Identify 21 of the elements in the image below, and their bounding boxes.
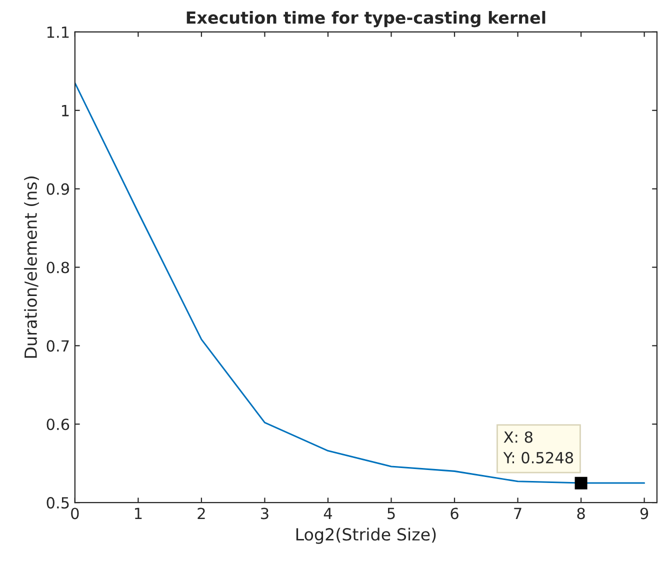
x-tick-label: 1	[135, 508, 142, 520]
y-tick-label: 0.8	[46, 262, 70, 274]
y-tick-label: 1	[62, 105, 69, 116]
x-tick-label: 3	[261, 508, 268, 520]
x-tick-label: 4	[324, 508, 332, 520]
y-tick-label: 0.6	[46, 418, 70, 430]
x-tick-label: 6	[450, 508, 458, 520]
x-tick-label: 8	[577, 508, 585, 520]
x-axis-title: Log2(Stride Size)	[296, 528, 436, 544]
y-tick-label: 1.1	[47, 26, 69, 38]
x-tick-label: 5	[388, 508, 395, 520]
x-tick-label: 9	[640, 508, 648, 520]
y-axis-title: Duration/element (ns)	[24, 176, 39, 358]
chart-title: Execution time for type-casting kernel	[186, 10, 546, 28]
y-tick-label: 0.9	[46, 183, 69, 195]
y-tick-label: 0.5	[46, 497, 69, 509]
annotation: X: 8 Y: 0.5248	[503, 431, 574, 464]
x-tick-label: 2	[198, 508, 205, 520]
x-tick-label: 0	[71, 508, 79, 520]
x-tick-label: 7	[514, 508, 522, 520]
y-tick-label: 0.7	[46, 340, 69, 352]
